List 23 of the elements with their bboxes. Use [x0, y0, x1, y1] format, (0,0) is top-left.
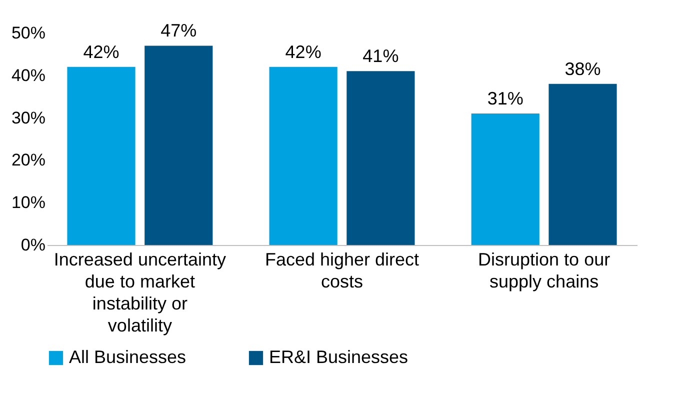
y-tick-label: 20% — [11, 150, 46, 170]
data-label: 41% — [362, 46, 399, 66]
bar — [548, 84, 617, 245]
legend-label: All Businesses — [69, 347, 186, 367]
y-tick-label: 0% — [20, 236, 46, 254]
x-tick-label: Faced higher direct costs — [264, 250, 420, 292]
bar — [471, 114, 540, 245]
data-label: 47% — [160, 20, 197, 41]
legend-label: ER&I Businesses — [269, 347, 408, 367]
data-label: 38% — [564, 58, 601, 79]
data-label: 42% — [285, 42, 322, 62]
bar — [144, 46, 213, 245]
bar — [346, 71, 415, 245]
bar — [269, 66, 338, 245]
y-tick-label: 40% — [11, 66, 46, 85]
y-tick-label: 30% — [11, 108, 46, 128]
x-tick-label: Disruption to our supply chains — [478, 250, 610, 292]
y-tick-label: 50% — [11, 24, 46, 42]
data-label: 31% — [487, 88, 524, 109]
data-label: 42% — [83, 42, 120, 62]
x-tick-label: Increased uncertainty due to market instability or volatility — [54, 250, 226, 336]
bar — [67, 66, 136, 245]
y-tick-label: 10% — [11, 193, 46, 212]
